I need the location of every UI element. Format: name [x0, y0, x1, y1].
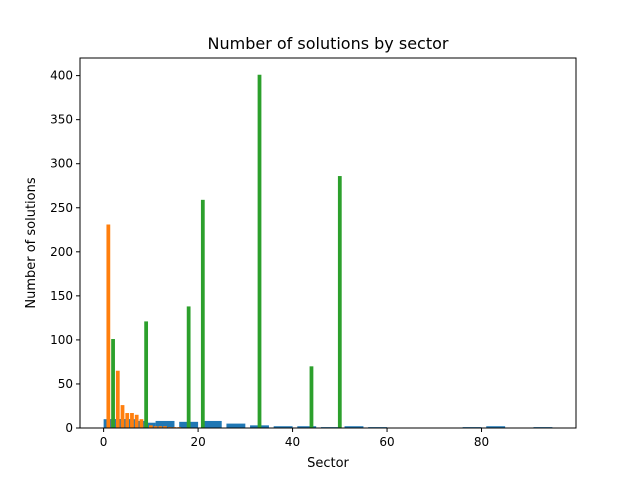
bar-series2-x5 [125, 413, 130, 428]
bar-series1-x83 [486, 426, 506, 428]
y-axis-label: Number of solutions [24, 177, 39, 308]
bar-series1-x53 [344, 426, 364, 428]
bar-series2-x4 [120, 405, 125, 428]
x-axis-label: Sector [307, 456, 349, 471]
chart-title: Number of solutions by sector [208, 34, 449, 53]
y-axis-ticks: 0 50 100 150 200 250 300 350 400 [50, 69, 80, 435]
bar-series3-x50 [337, 176, 342, 428]
plot-frame [79, 57, 577, 429]
x-axis-ticks: 0 20 40 60 80 [100, 428, 489, 449]
x-tick-label: 20 [190, 435, 205, 449]
bar-series3-x9 [144, 321, 149, 428]
bar-series1-x43 [297, 426, 317, 428]
bar-series2-x7 [134, 414, 139, 428]
bar-series1-x13 [155, 420, 175, 428]
y-tick-label: 200 [50, 245, 73, 259]
bar-series1-x38 [273, 426, 293, 428]
bar-series3-x18 [186, 306, 191, 428]
bar-series1-x28 [226, 423, 246, 428]
y-tick-label: 300 [50, 157, 73, 171]
x-tick-label: 0 [100, 435, 108, 449]
bar-series2-x3 [115, 370, 120, 428]
bar-series3-x21 [200, 199, 205, 428]
bar-series2-x8 [139, 419, 144, 428]
y-tick-label: 50 [58, 377, 73, 391]
bar-series3-x2 [111, 339, 115, 428]
y-tick-label: 350 [50, 113, 73, 127]
bar-series2-x6 [130, 413, 134, 428]
bar-series2-x10 [148, 425, 153, 428]
bar-series3-x33 [257, 74, 262, 428]
y-tick-label: 0 [65, 421, 73, 435]
bar-series3-x44 [309, 366, 314, 428]
bar-series2-x1 [106, 224, 111, 428]
y-tick-label: 150 [50, 289, 73, 303]
y-tick-label: 400 [50, 69, 73, 83]
y-tick-label: 100 [50, 333, 73, 347]
bar-series2-x11 [153, 426, 158, 428]
bar-series2-x13 [163, 426, 167, 428]
x-tick-label: 40 [285, 435, 300, 449]
x-tick-label: 60 [379, 435, 394, 449]
bar-series1-x23 [202, 420, 222, 428]
x-tick-label: 80 [474, 435, 489, 449]
bar-series2-x12 [158, 426, 163, 428]
y-tick-label: 250 [50, 201, 73, 215]
